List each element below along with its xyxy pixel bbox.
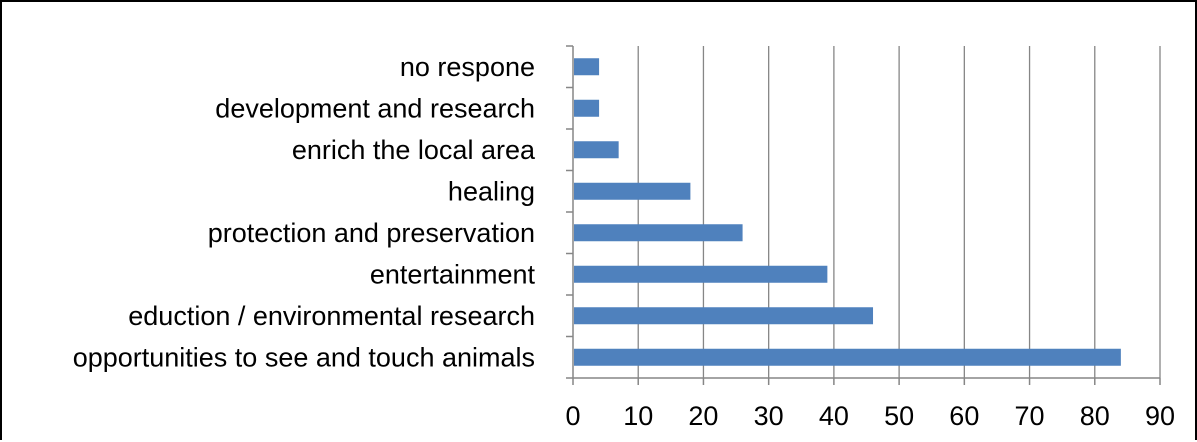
x-tick-label-80: 80 bbox=[1080, 401, 1110, 431]
bar-1 bbox=[574, 348, 1121, 366]
bar-7 bbox=[574, 99, 600, 117]
x-tick-label-50: 50 bbox=[884, 401, 914, 431]
gridlines bbox=[637, 46, 1161, 378]
bar-3 bbox=[574, 265, 828, 283]
category-label-8: no respone bbox=[400, 52, 535, 82]
category-label-5: healing bbox=[448, 176, 535, 206]
category-labels: opportunities to see and touch animals ed… bbox=[73, 52, 536, 373]
x-tick-label-30: 30 bbox=[754, 401, 784, 431]
category-label-7: development and research bbox=[215, 93, 535, 123]
x-tick-label-70: 70 bbox=[1015, 401, 1045, 431]
x-tick-label-60: 60 bbox=[949, 401, 979, 431]
bars bbox=[574, 58, 1121, 366]
x-tick-label-0: 0 bbox=[565, 401, 580, 431]
axes bbox=[566, 45, 1161, 385]
bar-4 bbox=[574, 224, 743, 242]
category-label-2: eduction / environmental research bbox=[128, 301, 535, 331]
category-label-1: opportunities to see and touch animals bbox=[73, 342, 535, 372]
category-label-3: entertainment bbox=[370, 259, 536, 289]
bar-2 bbox=[574, 307, 874, 325]
x-tick-label-40: 40 bbox=[819, 401, 849, 431]
bar-8 bbox=[574, 58, 600, 76]
x-tick-label-10: 10 bbox=[623, 401, 653, 431]
x-tick-label-20: 20 bbox=[688, 401, 718, 431]
x-tick-labels: 0 10 20 30 40 50 60 70 80 90 bbox=[565, 401, 1175, 431]
category-label-4: protection and preservation bbox=[208, 218, 535, 248]
bar-5 bbox=[574, 182, 691, 200]
x-tick-label-90: 90 bbox=[1145, 401, 1175, 431]
bar-6 bbox=[574, 141, 619, 159]
category-label-6: enrich the local area bbox=[292, 135, 536, 165]
